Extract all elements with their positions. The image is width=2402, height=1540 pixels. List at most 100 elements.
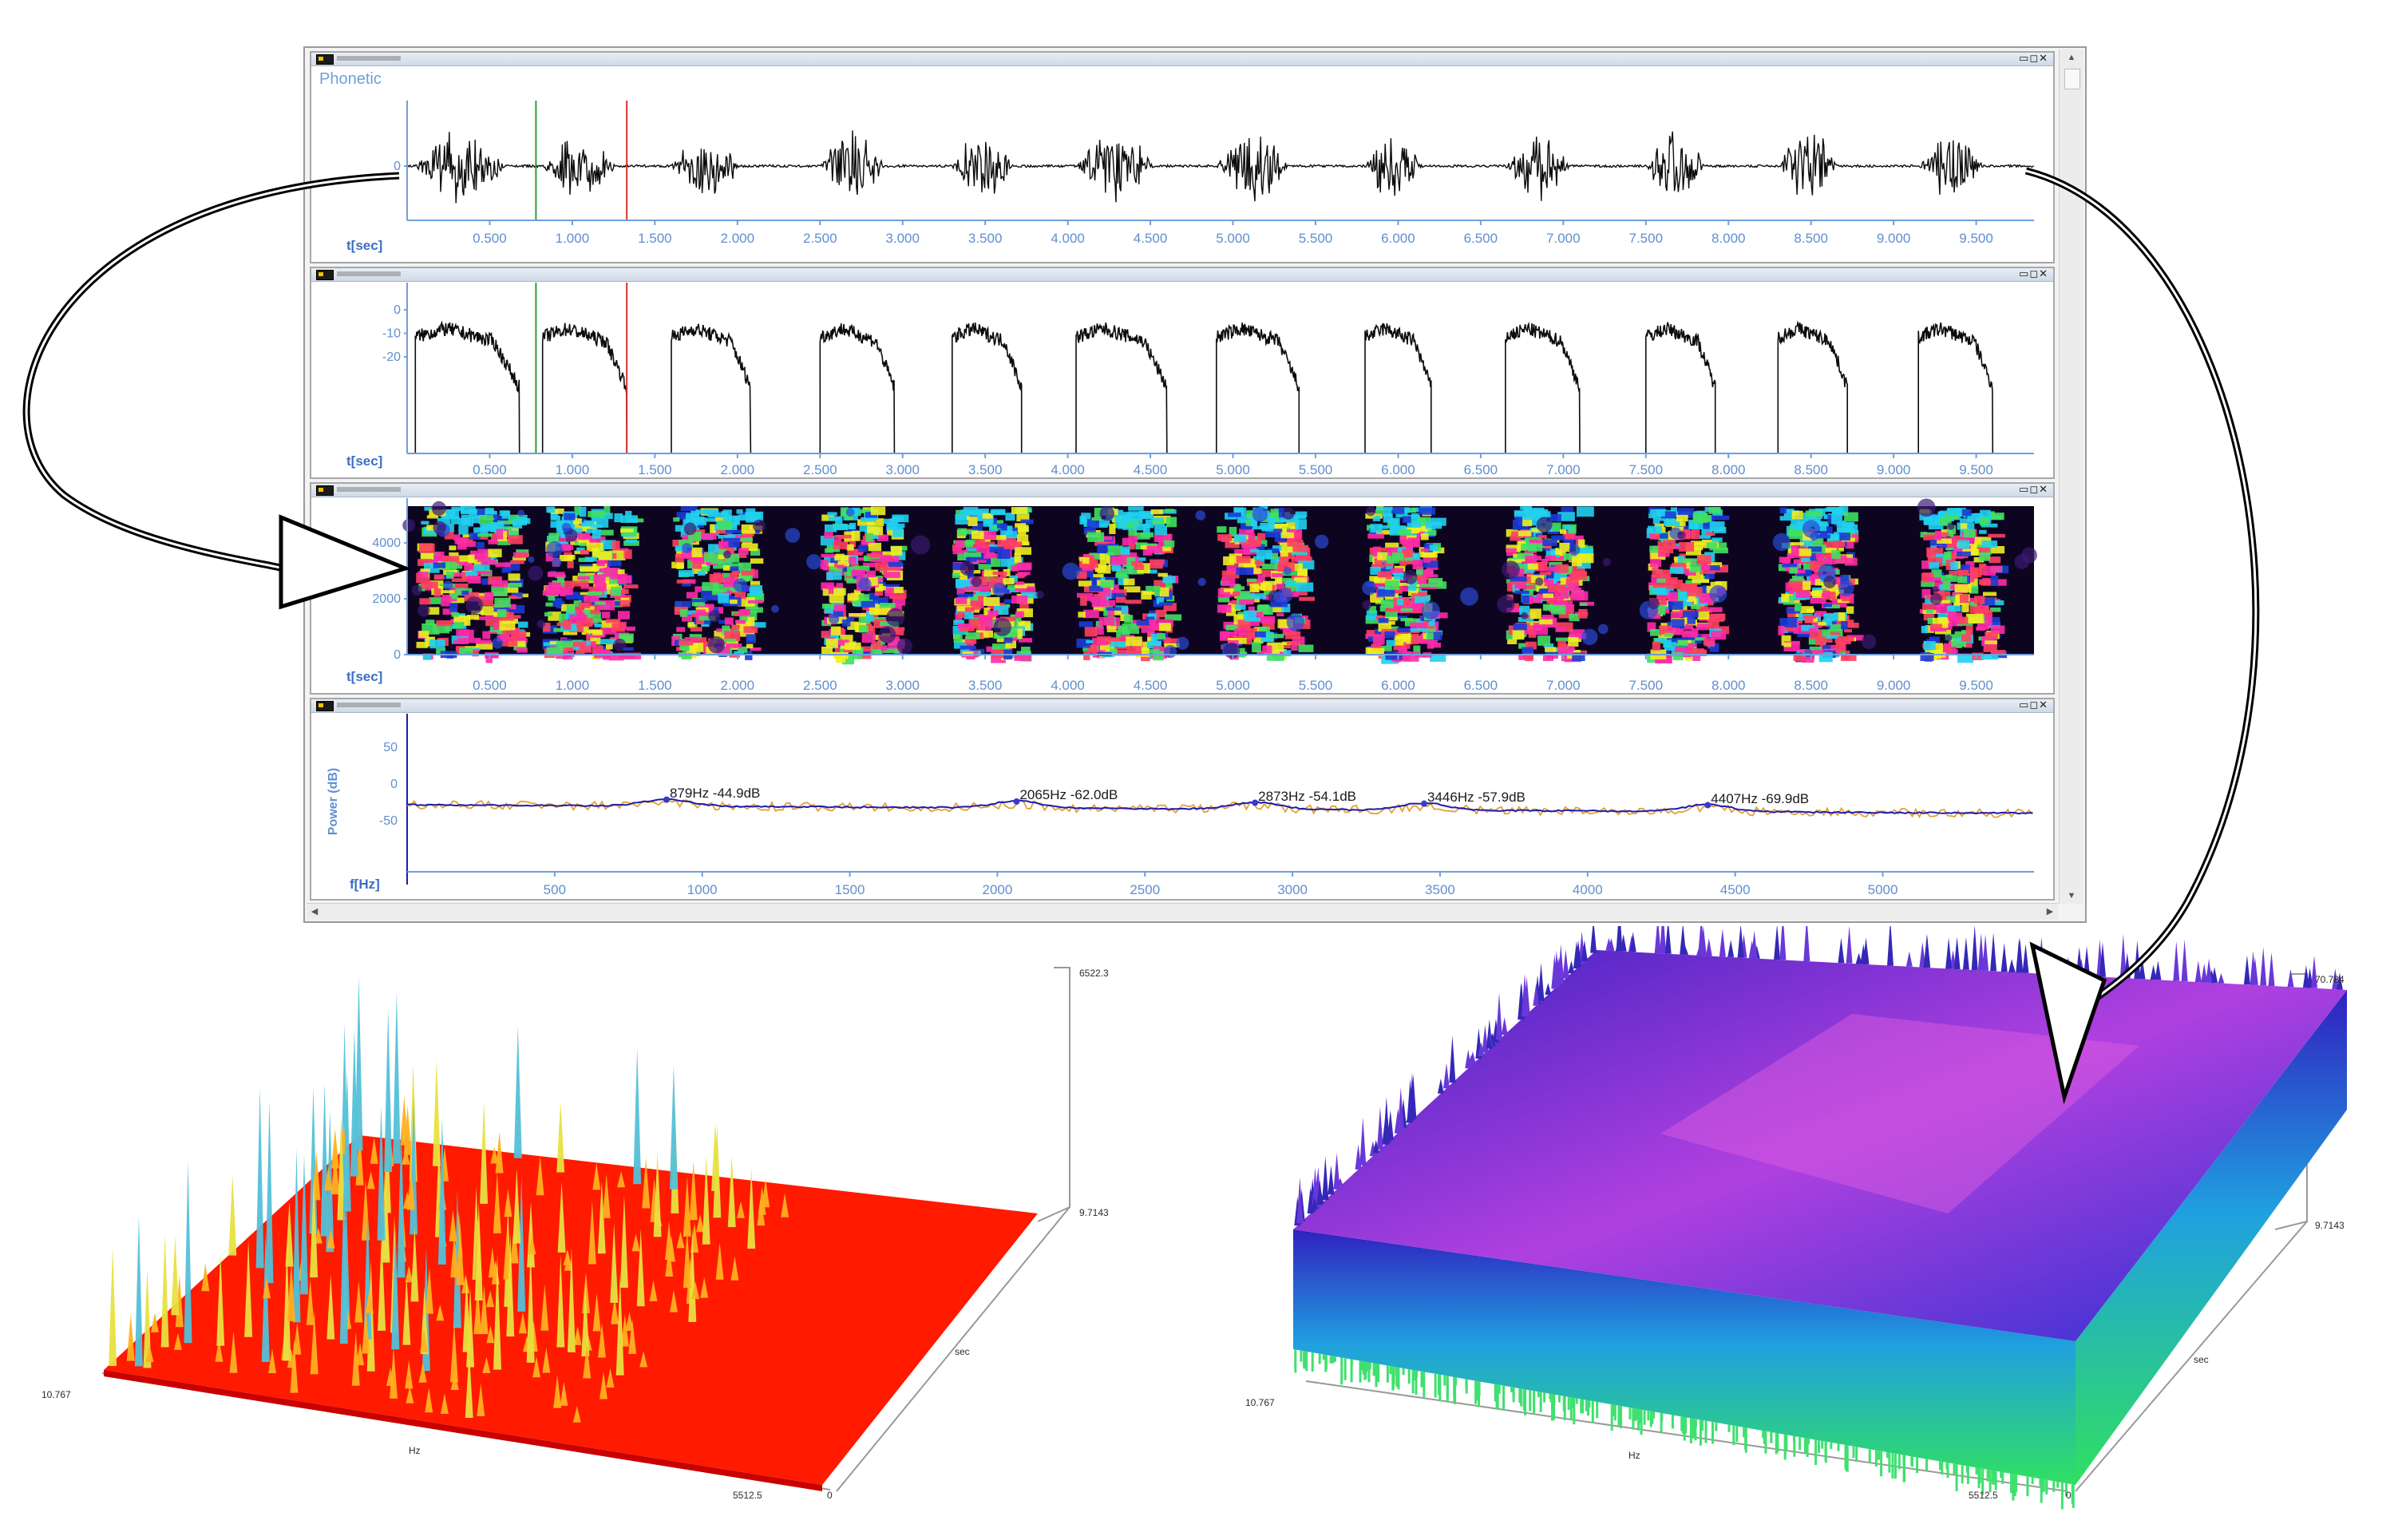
- spectrum-spike: [150, 1312, 159, 1332]
- spectrogram-cell: [679, 640, 694, 646]
- spectrogram-cell: [966, 539, 975, 544]
- spectrogram-cell: [429, 639, 445, 649]
- spectrogram-cell: [1991, 579, 2007, 586]
- intensity-titlebar[interactable]: ▭◻✕: [311, 268, 2053, 282]
- spectrogram-cell: [561, 516, 570, 527]
- spectrogram-cell: [1111, 608, 1122, 616]
- time-tick-label: 8.000: [1711, 231, 1746, 246]
- spectrogram-cell: [1969, 585, 1979, 594]
- spectrogram-cell: [976, 627, 992, 631]
- spectrogram-cell: [1379, 645, 1392, 651]
- spectrogram-cell: [1009, 527, 1020, 532]
- intensity-plot[interactable]: 0 -10 -20 0.500 1.000 1.500 2.000 2.500 3.000 3.5…: [311, 283, 2056, 479]
- spectrogram-cell: [1557, 512, 1575, 521]
- spectrogram-cell: [976, 509, 989, 513]
- spectrogram-cell: [1253, 568, 1262, 574]
- spectrogram-cell: [1095, 626, 1104, 635]
- waveform-plot[interactable]: 0 0.500 1.000 1.500 2.000 2.500 3.000 3.500 4.00…: [311, 101, 2056, 260]
- surface-spike: [2243, 955, 2250, 985]
- spectrogram-cell: [1795, 603, 1802, 612]
- spectrogram-cell: [983, 596, 1000, 606]
- spectrogram-cell: [718, 544, 734, 552]
- spectrogram-cell: [581, 625, 589, 635]
- spectrogram-cell: [1233, 534, 1247, 543]
- spectrogram-cell: [854, 646, 873, 651]
- scroll-right-icon[interactable]: ▶: [2046, 907, 2054, 916]
- spectrogram-cell: [601, 620, 619, 628]
- spectrogram-cell: [1400, 608, 1413, 612]
- spectrogram-cell: [1825, 548, 1837, 553]
- scroll-down-icon[interactable]: ▼: [2067, 891, 2076, 901]
- spectrogram-noise: [1772, 532, 1791, 552]
- spectrogram-cell: [996, 635, 1006, 643]
- spectrogram-cell: [1652, 588, 1664, 594]
- spectrogram-cell: [685, 515, 694, 521]
- spectrum-spike: [351, 1331, 360, 1386]
- spectrogram-cell: [718, 548, 726, 554]
- spectrogram-cell: [1234, 628, 1248, 635]
- spectrum-spike: [488, 1247, 497, 1278]
- spectrogram-cell: [1421, 560, 1438, 568]
- spectrogram-cell: [1106, 607, 1122, 611]
- spectrogram-cell: [497, 627, 506, 635]
- scroll-up-icon[interactable]: ▲: [2067, 53, 2076, 62]
- spectrogram-plot[interactable]: 4000 2000 0 0.500 1.000 1.500 2.000 2.500 3.000 3…: [311, 498, 2056, 695]
- spectrogram-noise: [1536, 517, 1553, 533]
- spectrogram-cell: [680, 506, 698, 512]
- surface-spike: [1590, 918, 1597, 953]
- spectrum-titlebar[interactable]: ▭◻✕: [311, 699, 2053, 713]
- window-controls[interactable]: ▭◻✕: [2019, 699, 2048, 711]
- window-controls[interactable]: ▭◻✕: [2019, 268, 2048, 280]
- spectrogram-cell: [1384, 616, 1398, 621]
- spectrogram-cell: [1115, 605, 1129, 615]
- spectrogram-cell: [882, 647, 900, 654]
- spectrogram-cell: [1711, 631, 1727, 640]
- phonetic-label[interactable]: Phonetic: [319, 70, 382, 88]
- spectrogram-cell: [884, 587, 894, 597]
- spectrogram-cell: [1377, 552, 1391, 560]
- spectrogram-titlebar[interactable]: ▭◻✕: [311, 484, 2053, 497]
- spectrum-spike: [480, 1101, 489, 1204]
- spectrogram-cell: [1826, 635, 1840, 639]
- spectrogram-cell: [619, 600, 631, 607]
- spectrogram-cell: [1696, 623, 1711, 631]
- spectrum-plot[interactable]: 50 0 -50 Power (dB) 879Hz -44.9dB 2065Hz -62.…: [311, 714, 2056, 901]
- spectrogram-cell: [1021, 647, 1031, 656]
- spectrogram-cell: [724, 617, 734, 625]
- spectrogram-cell: [1990, 625, 2005, 634]
- left-y-axis-label: sec: [955, 1346, 970, 1357]
- time-tick-label: 0.500: [473, 231, 507, 246]
- spectrogram-cell: [1979, 552, 1991, 561]
- spectrum-spike: [350, 1028, 358, 1177]
- spectrogram-cell: [1386, 556, 1399, 564]
- surface-spike: [1982, 934, 1989, 971]
- surface-spike: [1372, 1139, 1379, 1154]
- waveform-titlebar[interactable]: ▭◻✕: [311, 53, 2053, 66]
- scroll-thumb[interactable]: [2064, 69, 2080, 89]
- horizontal-scrollbar[interactable]: ◀ ▶: [307, 903, 2058, 920]
- time-tick-label: 7.500: [1629, 462, 1664, 477]
- window-controls[interactable]: ▭◻✕: [2019, 484, 2048, 496]
- spectrogram-cell: [1112, 561, 1122, 572]
- spectrogram-noise: [528, 565, 544, 581]
- spectrogram-cell: [1430, 653, 1446, 662]
- time-tick-label: 5.000: [1216, 231, 1250, 246]
- spectrogram-cell: [1411, 552, 1421, 560]
- peak-label: 4407Hz -69.9dB: [1711, 791, 1809, 806]
- scroll-left-icon[interactable]: ◀: [311, 907, 319, 916]
- spectrogram-cell: [474, 616, 486, 620]
- window-controls[interactable]: ▭◻✕: [2019, 53, 2048, 65]
- spectrogram-cell: [983, 553, 999, 559]
- surface-spike: [1311, 1197, 1318, 1210]
- spectrogram-cell: [1083, 528, 1096, 535]
- spectrogram-cell: [1656, 592, 1672, 599]
- vertical-scrollbar[interactable]: ▲ ▼: [2059, 49, 2083, 904]
- spectrogram-cell: [858, 625, 869, 633]
- spectrogram-noise: [911, 535, 931, 555]
- spectrogram-cell: [504, 584, 519, 593]
- spectrogram-cell: [1826, 533, 1840, 541]
- time-tick-label: 1.000: [556, 462, 590, 477]
- spectrogram-noise: [1598, 624, 1609, 635]
- spectrogram-cell: [731, 569, 746, 576]
- spectrogram-cell: [1558, 610, 1574, 619]
